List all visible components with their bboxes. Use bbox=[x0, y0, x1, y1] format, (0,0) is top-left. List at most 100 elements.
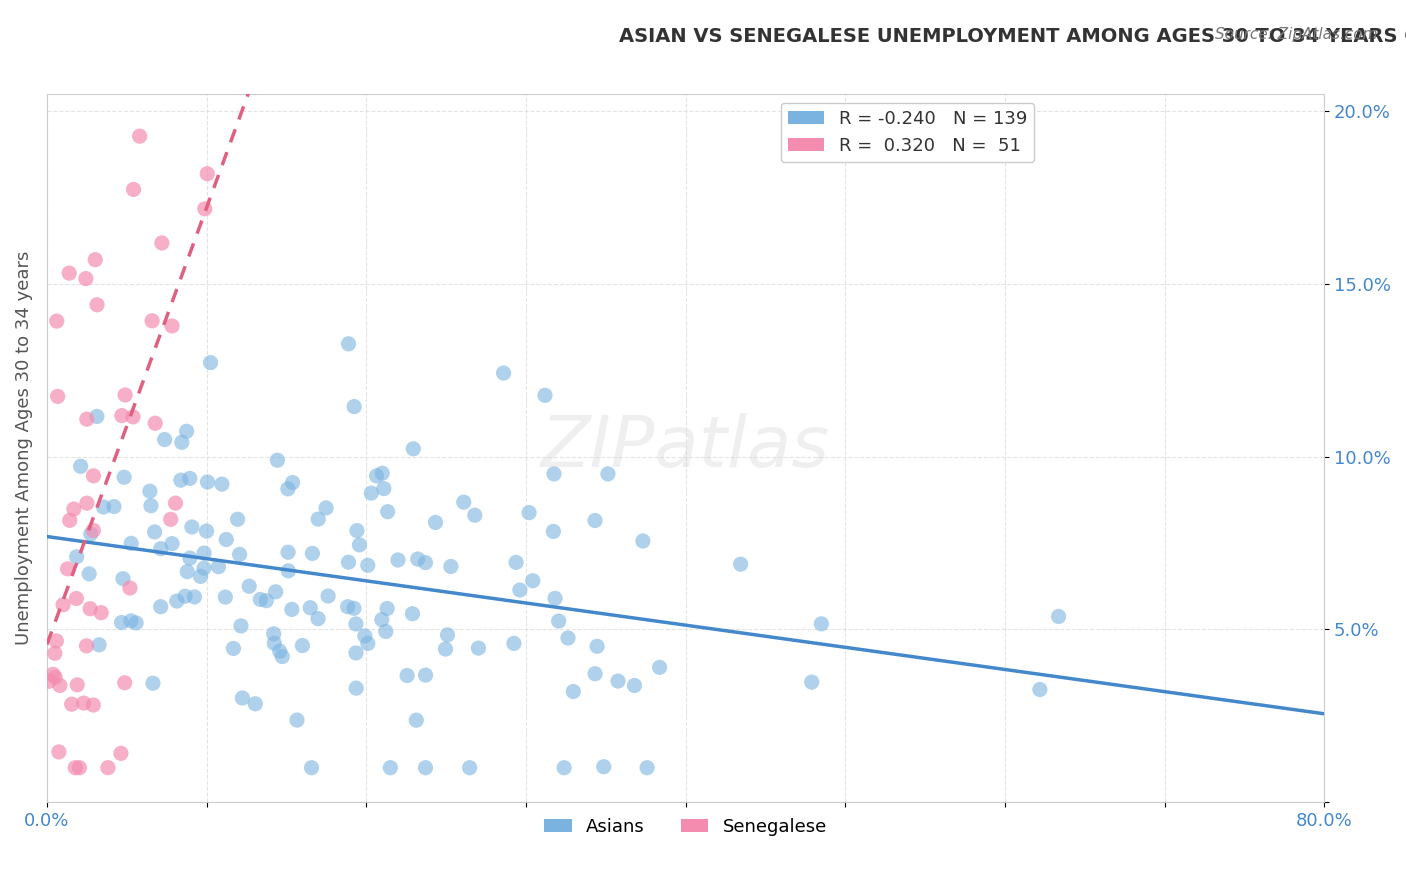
Point bbox=[344, 616, 367, 631]
Point bbox=[45, 634, 67, 648]
Point bbox=[59, 513, 82, 527]
Point bbox=[82, 468, 104, 483]
Point bbox=[263, 636, 285, 650]
Point bbox=[1029, 682, 1052, 697]
Point bbox=[534, 388, 557, 402]
Point bbox=[215, 533, 238, 547]
Point bbox=[122, 409, 145, 424]
Point bbox=[76, 412, 98, 426]
Point bbox=[179, 471, 201, 485]
Point bbox=[45, 314, 67, 328]
Point bbox=[142, 676, 165, 690]
Point bbox=[245, 697, 267, 711]
Point bbox=[285, 713, 308, 727]
Point bbox=[436, 628, 458, 642]
Point bbox=[97, 761, 120, 775]
Point bbox=[301, 546, 323, 560]
Point bbox=[371, 613, 394, 627]
Point bbox=[380, 761, 402, 775]
Point bbox=[316, 589, 339, 603]
Point bbox=[509, 582, 531, 597]
Point bbox=[453, 495, 475, 509]
Point bbox=[415, 668, 437, 682]
Point bbox=[543, 524, 565, 539]
Point bbox=[344, 646, 367, 660]
Point bbox=[254, 593, 277, 607]
Point bbox=[607, 674, 630, 689]
Point bbox=[114, 675, 136, 690]
Point bbox=[374, 624, 396, 639]
Point bbox=[153, 433, 176, 447]
Point bbox=[58, 266, 80, 280]
Point bbox=[492, 366, 515, 380]
Point bbox=[360, 486, 382, 500]
Point bbox=[207, 559, 229, 574]
Point bbox=[269, 644, 291, 658]
Point bbox=[373, 482, 395, 496]
Point bbox=[377, 505, 399, 519]
Point bbox=[76, 639, 98, 653]
Point bbox=[193, 561, 215, 575]
Point bbox=[266, 453, 288, 467]
Point bbox=[547, 614, 569, 628]
Point bbox=[343, 601, 366, 615]
Point bbox=[301, 761, 323, 775]
Point bbox=[110, 615, 132, 630]
Point bbox=[120, 614, 142, 628]
Point bbox=[354, 629, 377, 643]
Point bbox=[80, 527, 103, 541]
Point bbox=[636, 761, 658, 775]
Point bbox=[810, 616, 832, 631]
Point bbox=[800, 675, 823, 690]
Point bbox=[86, 409, 108, 424]
Point bbox=[114, 388, 136, 402]
Point bbox=[583, 514, 606, 528]
Point bbox=[160, 318, 183, 333]
Legend: Asians, Senegalese: Asians, Senegalese bbox=[537, 811, 834, 843]
Point bbox=[49, 678, 72, 692]
Point bbox=[60, 697, 83, 711]
Point bbox=[586, 640, 609, 654]
Point bbox=[415, 761, 437, 775]
Point bbox=[592, 760, 614, 774]
Point bbox=[281, 475, 304, 490]
Point bbox=[118, 581, 141, 595]
Point bbox=[401, 607, 423, 621]
Point bbox=[193, 546, 215, 560]
Point bbox=[66, 678, 89, 692]
Text: Source: ZipAtlas.com: Source: ZipAtlas.com bbox=[1215, 27, 1378, 42]
Point bbox=[583, 666, 606, 681]
Point bbox=[48, 745, 70, 759]
Point bbox=[357, 636, 380, 650]
Point bbox=[90, 606, 112, 620]
Point bbox=[150, 235, 173, 250]
Point bbox=[195, 167, 218, 181]
Point bbox=[200, 356, 222, 370]
Point bbox=[143, 524, 166, 539]
Point bbox=[141, 314, 163, 328]
Point bbox=[281, 602, 304, 616]
Point bbox=[56, 562, 79, 576]
Point bbox=[170, 435, 193, 450]
Point bbox=[75, 271, 97, 285]
Point bbox=[66, 549, 89, 564]
Point bbox=[79, 601, 101, 615]
Point bbox=[82, 698, 104, 712]
Point bbox=[405, 713, 427, 727]
Point bbox=[596, 467, 619, 481]
Point bbox=[179, 551, 201, 566]
Text: ASIAN VS SENEGALESE UNEMPLOYMENT AMONG AGES 30 TO 34 YEARS CORRELATION CHART: ASIAN VS SENEGALESE UNEMPLOYMENT AMONG A… bbox=[619, 27, 1406, 45]
Point bbox=[336, 599, 359, 614]
Point bbox=[93, 500, 115, 514]
Point bbox=[343, 400, 366, 414]
Point bbox=[190, 569, 212, 583]
Point bbox=[464, 508, 486, 523]
Point bbox=[730, 557, 752, 571]
Point bbox=[181, 520, 204, 534]
Point bbox=[65, 761, 87, 775]
Point bbox=[214, 590, 236, 604]
Point bbox=[194, 202, 217, 216]
Point bbox=[371, 466, 394, 480]
Point bbox=[76, 496, 98, 510]
Point bbox=[174, 589, 197, 603]
